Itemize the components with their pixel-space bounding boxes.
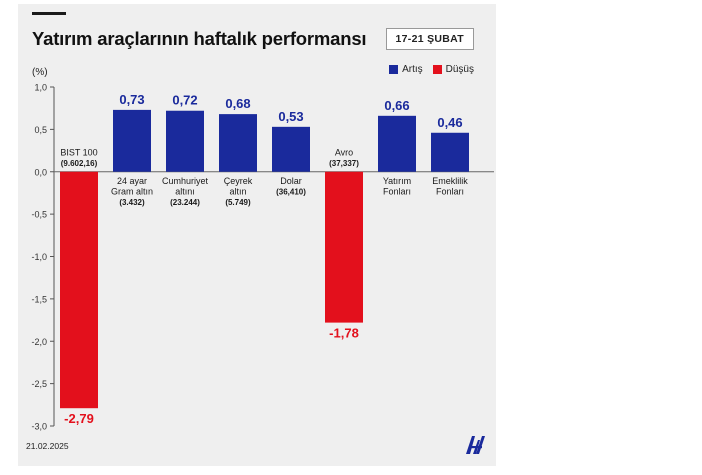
decrease-swatch bbox=[432, 65, 442, 74]
data-label: -1,78 bbox=[329, 326, 359, 341]
y-axis-unit: (%) bbox=[32, 67, 48, 78]
legend-decrease-label: Düşüş bbox=[445, 64, 474, 75]
bar bbox=[325, 171, 363, 323]
y-tick-label: -1,5 bbox=[31, 294, 47, 304]
category-label: Dolar bbox=[280, 176, 302, 186]
increase-swatch bbox=[389, 65, 399, 74]
y-tick-label: 1,0 bbox=[34, 83, 47, 93]
data-label: 0,53 bbox=[278, 109, 303, 124]
category-label: Emeklilik bbox=[432, 176, 468, 186]
y-tick-label: 0,0 bbox=[34, 167, 47, 177]
category-label: BIST 100 bbox=[60, 147, 97, 157]
category-label: (3.432) bbox=[119, 198, 145, 207]
data-label: 0,72 bbox=[172, 93, 197, 108]
data-label: 0,66 bbox=[384, 98, 409, 113]
y-tick-label: 0,5 bbox=[34, 125, 47, 135]
y-tick-label: -2,5 bbox=[31, 379, 47, 389]
footer-date: 21.02.2025 bbox=[26, 441, 69, 451]
bar bbox=[113, 109, 151, 172]
category-label: Yatırım bbox=[383, 176, 411, 186]
category-label: Fonları bbox=[383, 186, 411, 196]
legend-item-increase: Artış bbox=[389, 64, 423, 75]
legend: Artış Düşüş bbox=[389, 64, 474, 75]
category-label: altın bbox=[229, 186, 246, 196]
chart-title: Yatırım araçlarının haftalık performansı bbox=[32, 28, 367, 49]
y-tick-label: -3,0 bbox=[31, 422, 47, 432]
top-rule bbox=[32, 12, 66, 15]
y-tick-label: -0,5 bbox=[31, 210, 47, 220]
bar bbox=[166, 110, 204, 172]
data-label: 0,68 bbox=[225, 96, 250, 111]
category-label: (5.749) bbox=[225, 198, 251, 207]
category-label: 24 ayar bbox=[117, 176, 147, 186]
category-label: Gram altın bbox=[111, 186, 153, 196]
legend-increase-label: Artış bbox=[402, 64, 423, 75]
bar bbox=[60, 171, 98, 409]
y-tick-label: -1,0 bbox=[31, 252, 47, 262]
category-label: Çeyrek bbox=[224, 176, 253, 186]
category-label: (23.244) bbox=[170, 198, 200, 207]
aa-logo-icon bbox=[466, 436, 485, 454]
data-label: 0,73 bbox=[119, 92, 144, 107]
data-label: 0,46 bbox=[437, 115, 462, 130]
bar bbox=[431, 132, 469, 172]
bar-chart: 1,0 0,5 0,0 -0,5 -1,0 -1,5 -2,0 -2,5 -3,0 -2,79 BI… bbox=[31, 83, 494, 432]
infographic-card: Yatırım araçlarının haftalık performansı… bbox=[18, 4, 496, 466]
category-label: Fonları bbox=[436, 186, 464, 196]
bar bbox=[272, 126, 310, 172]
y-tick-label: -2,0 bbox=[31, 337, 47, 347]
data-label: -2,79 bbox=[64, 411, 94, 426]
date-range-badge: 17-21 ŞUBAT bbox=[385, 28, 474, 50]
category-label: Avro bbox=[335, 147, 353, 157]
category-label: altını bbox=[175, 186, 195, 196]
category-label: Cumhuriyet bbox=[162, 176, 209, 186]
legend-item-decrease: Düşüş bbox=[432, 64, 474, 75]
bar bbox=[219, 114, 257, 172]
category-label: (9.602,16) bbox=[61, 159, 98, 168]
category-label: (36,410) bbox=[276, 187, 306, 196]
category-label: (37,337) bbox=[329, 159, 359, 168]
bar bbox=[378, 115, 416, 172]
